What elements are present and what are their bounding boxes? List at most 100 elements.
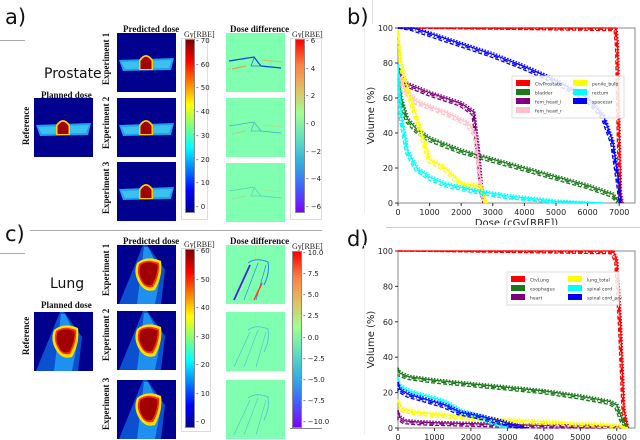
legend-label: bladder [535, 91, 553, 97]
series-fem_head_r [397, 71, 487, 204]
legend-swatch [573, 98, 587, 104]
x-tick-label: 2000 [451, 208, 471, 217]
colorbar-tick-label: - 2 [306, 92, 316, 101]
diff-contour [247, 259, 269, 286]
dvh-line-spinal-cord-solid [397, 378, 508, 429]
legend-swatch [516, 107, 530, 113]
planned-dose-title: Planned dose [41, 90, 92, 100]
colorbar-tick-label: - 70 [196, 37, 210, 45]
prostate-dose-difference-exp1 [226, 33, 285, 92]
diff-line [228, 56, 282, 69]
colorbar-tick-label: - 0 [306, 120, 316, 128]
y-tick-label: 60 [383, 94, 393, 103]
dvh-line-spacesar-dashdot [397, 27, 621, 204]
diff-colorbar-ticks: - 6 - 4 - 2 - 0 - −2 - −4 - −6 [306, 37, 326, 211]
colorbar-underline [290, 428, 322, 429]
dose-colorbar [185, 39, 195, 213]
legend-label: fem_head_r [535, 109, 562, 115]
colorbar-tick-label: - 6 [306, 37, 316, 45]
diff-contour [247, 394, 269, 421]
colorbar-tick-label: - 40 [196, 304, 210, 312]
experiment-3-label: Experiment 3 [101, 377, 111, 430]
diff-line [250, 187, 261, 197]
dvh-line-spinal-cord_prv-dashdot [397, 381, 525, 429]
colorbar-tick-label: - 10.0 [303, 249, 324, 257]
dvh-line-rectum-dashdot [397, 62, 603, 204]
diff-line [231, 130, 247, 135]
divider [372, 0, 373, 24]
colorbar-tick-label: - 40 [196, 108, 210, 117]
x-tick-label: 4000 [514, 208, 534, 217]
dvh-line-esophagus-dotted [397, 367, 630, 429]
lung-predicted-dose-exp2 [117, 311, 176, 370]
diff-line [231, 65, 247, 70]
legend-label: esophagus [530, 287, 555, 293]
dvh-line-esophagus-dashdot [397, 367, 628, 429]
series-spacesar [397, 27, 623, 204]
legend-box [511, 75, 625, 119]
dvh-line-heart-dashdot [397, 410, 624, 429]
diff-line [233, 331, 251, 368]
diff-line [243, 262, 259, 301]
diff-line [233, 264, 251, 301]
prostate-predicted-dose-exp2 [117, 98, 176, 157]
colorbar-tick-label: - 5.0 [303, 291, 319, 300]
y-tick-label: 0 [388, 199, 393, 208]
colorbar-tick-label: - 20 [196, 361, 210, 369]
dose-difference-title: Dose difference [230, 236, 290, 246]
legend-label: CtvProstate [535, 82, 562, 88]
colorbar-tick-label: - 20 [196, 155, 210, 164]
legend-label: penile_bulb [592, 82, 618, 88]
x-tick-label: 6000 [607, 433, 627, 440]
diff-line [261, 124, 283, 128]
diff-line [255, 331, 267, 368]
x-tick-label: 6000 [577, 208, 597, 217]
predicted-dose-title: Predicted dose [123, 236, 180, 246]
diff-line [254, 380, 257, 395]
colorbar-tick-label: - 60 [196, 247, 210, 255]
diff-line [255, 399, 267, 436]
colorbar-tick-label: - 0 [196, 203, 206, 211]
panel-label-a: a) [5, 5, 27, 29]
separator [0, 40, 25, 41]
lung-dose-difference-exp1 [226, 245, 285, 304]
diff-line-positive [253, 282, 263, 301]
dvh-line-bladder-dashdot [397, 62, 619, 204]
colorbar-tick-label: - −4 [306, 175, 322, 184]
x-tick-label: 3000 [497, 433, 517, 440]
site-label-prostate: Prostate [44, 66, 102, 82]
y-tick-label: 40 [383, 353, 393, 362]
legend-label: rectum [592, 91, 609, 97]
colorbar-tick-label: - 7.5 [303, 270, 319, 279]
series-esophagus [397, 367, 630, 429]
dvh-line-spinal-cord_prv-dotted [397, 381, 527, 429]
x-tick-label: 4000 [534, 433, 554, 440]
lung-predicted-dose-exp1 [117, 245, 176, 304]
divider [364, 245, 365, 435]
prostate-planned-dose-image [34, 98, 93, 157]
colorbar-tick-label: - −2.5 [303, 354, 325, 363]
colorbar-tick-label: - 4 [306, 64, 316, 73]
dvh-line-penile_bulb-dotted [397, 27, 489, 204]
x-tick-label: 0 [395, 208, 400, 217]
diff-line [250, 57, 261, 67]
dvh-line-spacesar-dotted [398, 27, 623, 204]
dvh-line-penile_bulb-dashdot [397, 27, 487, 204]
experiment-3-label: Experiment 3 [101, 161, 111, 214]
lung-dose-difference-exp3 [226, 380, 285, 439]
separator [386, 227, 640, 228]
panel-label-d: d) [347, 227, 369, 251]
diff-colorbar-title: Gy[RBE] [292, 30, 323, 39]
separator [0, 253, 25, 254]
diff-line [228, 186, 282, 199]
dvh-line-bladder-dashed [397, 62, 618, 204]
legend-swatch [516, 80, 530, 86]
legend-swatch [511, 276, 525, 282]
experiment-2-label: Experiment 2 [101, 96, 111, 149]
prostate-dose-difference-exp3 [226, 163, 285, 222]
x-tick-label: 7000 [609, 208, 629, 217]
diff-line [243, 329, 259, 368]
y-tick-label: 80 [383, 59, 393, 68]
target-dose [57, 121, 69, 134]
series-rectum [397, 62, 605, 204]
